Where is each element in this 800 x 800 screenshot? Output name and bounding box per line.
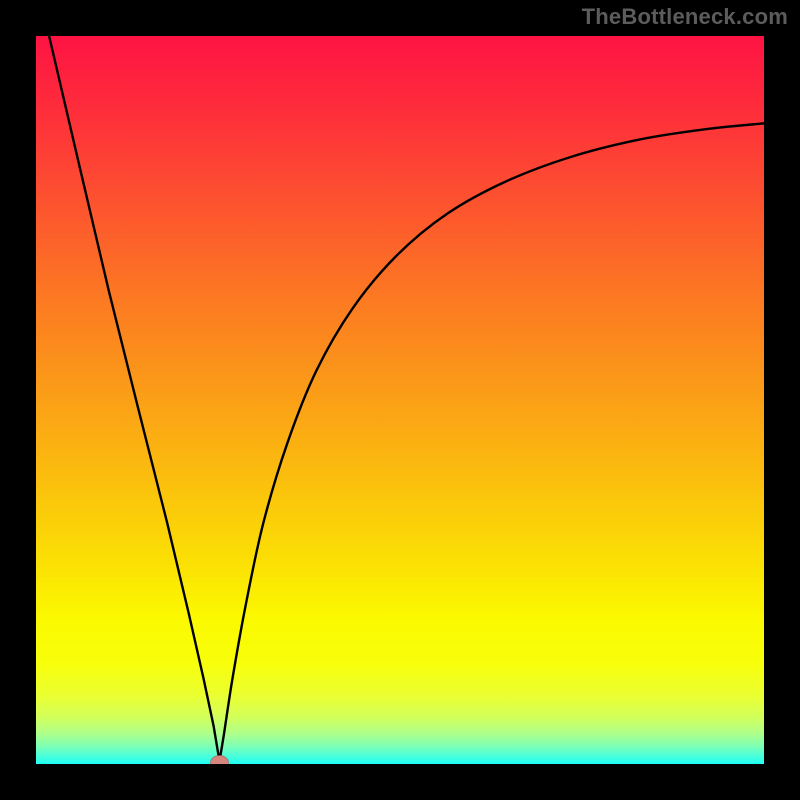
chart-stage: TheBottleneck.com (0, 0, 800, 800)
chart-svg (0, 0, 800, 800)
plot-area (36, 36, 764, 764)
watermark-label: TheBottleneck.com (582, 4, 788, 30)
